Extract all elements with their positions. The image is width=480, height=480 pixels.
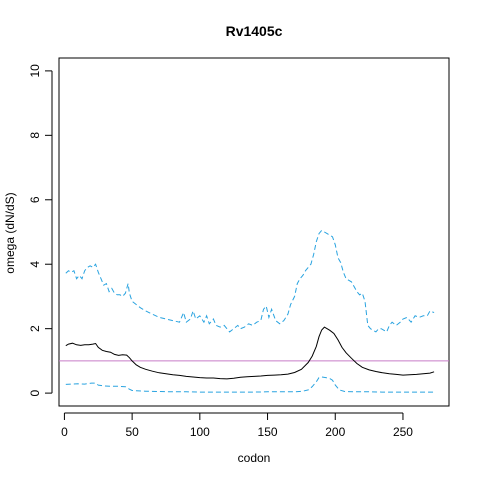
y-tick-label: 10 [28,64,42,78]
y-tick-label: 6 [28,196,42,203]
x-tick-label: 100 [190,425,210,439]
plot-frame [58,57,450,407]
x-tick-label: 150 [258,425,278,439]
chart-title: Rv1405c [226,23,283,39]
plot-area [59,229,449,393]
y-tick-label: 8 [28,132,42,139]
x-axis-label: codon [238,451,271,465]
y-tick-label: 2 [28,325,42,332]
y-axis-label: omega (dN/dS) [3,192,17,273]
y-tick-label: 4 [28,261,42,268]
x-tick-label: 50 [125,425,139,439]
x-tick-label: 200 [325,425,345,439]
series-line-2 [65,229,435,333]
series-line-1 [65,326,435,380]
x-tick-label: 0 [61,425,68,439]
series-line-3 [65,376,435,393]
x-tick-label: 250 [393,425,413,439]
axes: 0 50 100 150 200 250 0 2 4 6 8 10 [28,64,413,439]
y-tick-label: 0 [28,389,42,396]
